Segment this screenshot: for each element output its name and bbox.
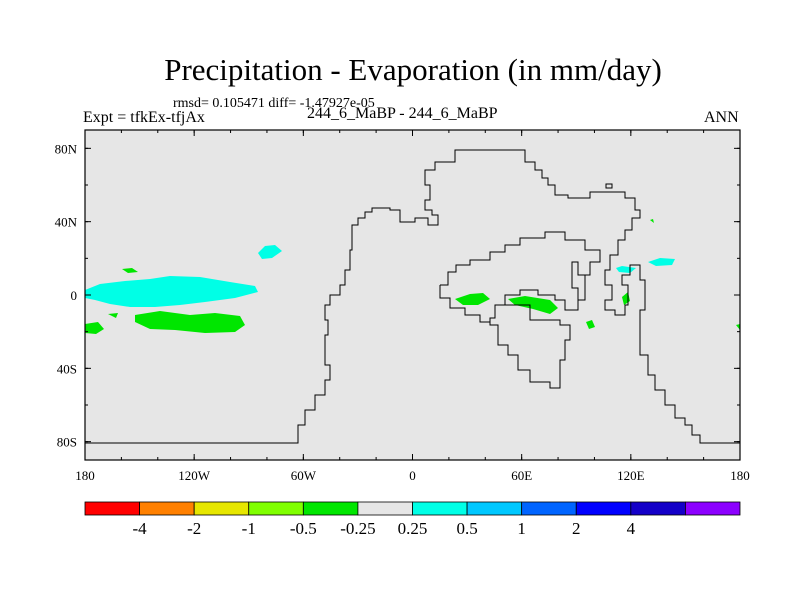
cyan-patch-subtropics [258, 245, 282, 259]
green-patch-east-3 [650, 219, 654, 223]
cyan-patch-east [616, 266, 636, 273]
colorbar-label: 0.5 [456, 519, 477, 538]
coastline-asia-south [571, 261, 585, 300]
green-patch-far-west [85, 322, 104, 334]
lon-tick-label: 180 [730, 468, 750, 483]
colorbar-label: 4 [627, 519, 636, 538]
green-patch-tropics-west [135, 311, 245, 333]
colorbar-label: -0.25 [340, 519, 375, 538]
positive-anomaly-areas [85, 245, 675, 307]
coastlines [85, 149, 740, 444]
lon-tick-label: 120W [178, 468, 211, 483]
colorbar-swatch [466, 501, 523, 516]
colorbar-swatch [575, 501, 632, 516]
colorbar-label: -1 [242, 519, 256, 538]
colorbar-swatch [357, 501, 413, 516]
green-patch-africa [455, 293, 490, 305]
cyan-patch-east-2 [648, 258, 675, 266]
colorbar-label: -4 [132, 519, 147, 538]
coastline-island-small [605, 183, 613, 189]
colorbar-swatch [193, 501, 250, 516]
colorbar-label: 2 [572, 519, 581, 538]
negative-anomaly-areas [85, 219, 740, 334]
lat-tick-label: 80N [55, 141, 78, 156]
green-patch-small-2 [108, 313, 118, 318]
colorbar-swatch [412, 501, 468, 516]
colorbar: -4 -2 -1 -0.5 -0.25 0.25 0.5 1 2 4 [84, 501, 741, 538]
lat-tick-label: 80S [57, 435, 77, 450]
latitude-axis: 80N 40N 0 40S 80S [55, 141, 740, 450]
experiment-label: Expt = tfkEx-tfjAx [83, 109, 205, 126]
lon-tick-label: 60E [511, 468, 532, 483]
cyan-patch-central-pacific [85, 276, 258, 307]
season-label: ANN [704, 109, 739, 126]
stats-label: rmsd= 0.105471 diff= -1.47927e-05 [173, 96, 375, 111]
coastline-africa-arabia [440, 231, 601, 389]
colorbar-swatch [630, 501, 686, 516]
lon-tick-label: 60W [291, 468, 317, 483]
colorbar-swatch [685, 501, 741, 516]
lat-tick-label: 40S [57, 361, 77, 376]
green-patch-indian [508, 296, 558, 314]
green-patch-far-east [736, 324, 740, 330]
center-label: 244_6_MaBP - 244_6_MaBP [307, 105, 498, 122]
lat-tick-label: 0 [71, 288, 78, 303]
colorbar-swatch [248, 501, 304, 516]
lon-tick-label: 180 [75, 468, 95, 483]
colorbar-label: 0.25 [398, 519, 428, 538]
longitude-axis: 180 120W 60W 0 60E 120E 180 [75, 130, 750, 483]
colorbar-label: -2 [187, 519, 201, 538]
colorbar-label: 1 [517, 519, 526, 538]
coastline-arabia-inner [439, 285, 490, 323]
colorbar-swatch [84, 501, 140, 516]
green-patch-east-1 [586, 320, 595, 329]
plot-title: Precipitation - Evaporation (in mm/day) [164, 52, 662, 87]
coastline-west-continent [85, 149, 740, 444]
colorbar-swatch [139, 501, 195, 516]
lat-tick-label: 40N [55, 215, 78, 230]
colorbar-label: -0.5 [290, 519, 317, 538]
colorbar-swatch [302, 501, 359, 516]
lon-tick-label: 120E [617, 468, 645, 483]
colorbar-swatch [521, 501, 577, 516]
green-patch-small-1 [122, 268, 138, 273]
lon-tick-label: 0 [409, 468, 416, 483]
